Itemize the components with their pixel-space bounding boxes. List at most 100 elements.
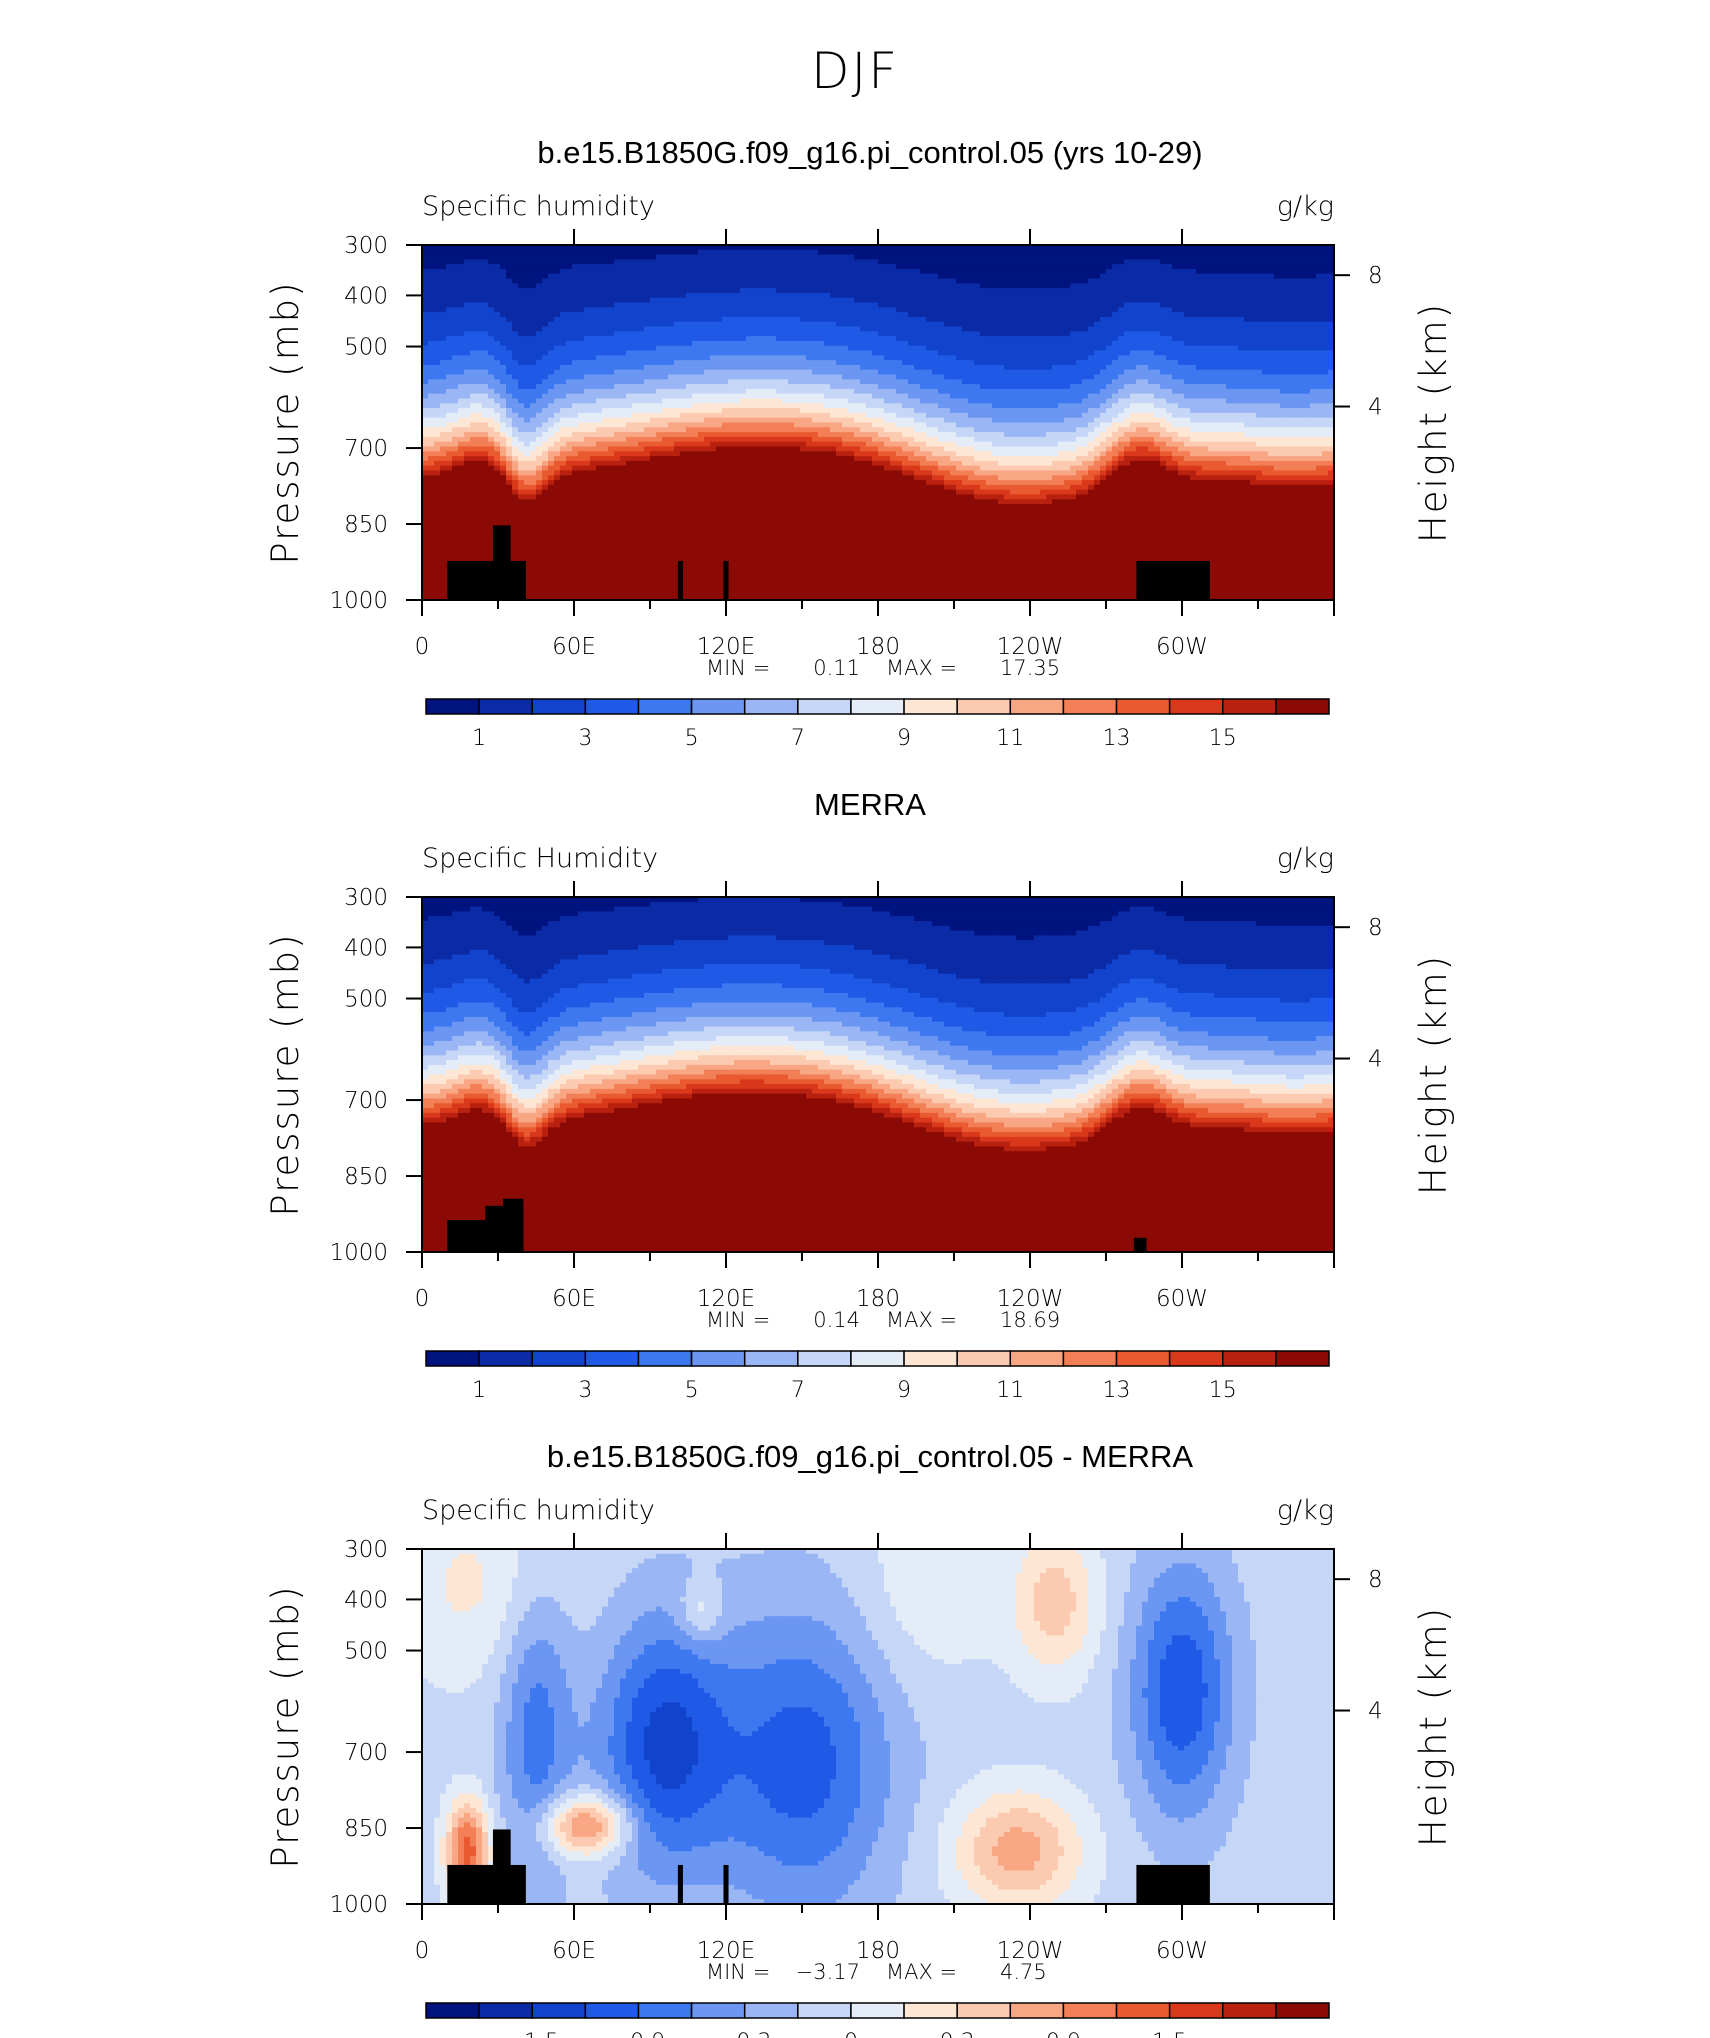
colorbar-box [478, 698, 533, 715]
units-label: g/kg [1277, 191, 1334, 222]
colorbar-box [1009, 2002, 1065, 2019]
colorbar-label: 15 [1209, 1378, 1237, 1403]
y-tick-label: 700 [344, 436, 388, 462]
min-value: −3.17 [796, 1960, 860, 1984]
y-axis-title: Pressure (mb) [264, 280, 307, 564]
colorbar-box [797, 2002, 852, 2019]
colorbar-box [690, 2002, 746, 2019]
colorbar-box [584, 1350, 640, 1367]
y-tick-label: 700 [344, 1088, 388, 1114]
colorbar-box [1009, 698, 1065, 715]
y-right-tick-label: 4 [1368, 1699, 1383, 1725]
y-right-tick-label: 8 [1368, 915, 1383, 941]
colorbar-box [425, 2002, 480, 2019]
y-right-tick-label: 8 [1368, 1567, 1383, 1593]
colorbar-label: 9 [897, 1378, 911, 1403]
colorbar-box [478, 1350, 533, 1367]
colorbar-box [425, 1350, 480, 1367]
colorbar-box [743, 1350, 799, 1367]
min-label: MIN = [706, 1308, 770, 1332]
y-tick-label: 850 [344, 1164, 388, 1190]
contour-field [422, 1549, 1335, 1905]
colorbar-box [637, 2002, 693, 2019]
colorbar-box [956, 1350, 1012, 1367]
x-tick-label: 120E [697, 634, 755, 660]
max-label: MAX = [886, 1960, 957, 1984]
topography-mask [447, 525, 1210, 600]
colorbar-label: 1 [472, 726, 486, 751]
x-tick-label: 180 [856, 1286, 900, 1312]
colorbar-label: −0.3 [718, 2030, 771, 2038]
panel-title: b.e15.B1850G.f09_g16.pi_control.05 - MER… [547, 1439, 1194, 1474]
x-tick-label: 60W [1156, 1938, 1208, 1964]
y-tick-label: 300 [344, 1537, 388, 1563]
colorbar-box [1275, 2002, 1330, 2019]
y-tick-label: 400 [344, 1587, 388, 1613]
colorbar-box [903, 698, 958, 715]
colorbar-box [797, 698, 852, 715]
x-tick-label: 0 [415, 1938, 430, 1964]
x-tick-label: 180 [856, 1938, 900, 1964]
y-right-axis-title: Height (km) [1412, 1606, 1455, 1847]
contour-field [422, 897, 1335, 1253]
y-tick-label: 1000 [329, 1240, 388, 1266]
y-tick-label: 400 [344, 283, 388, 309]
y-right-tick-label: 4 [1368, 1047, 1383, 1073]
variable-label: Specific Humidity [422, 843, 658, 874]
max-label: MAX = [886, 656, 957, 680]
colorbar-box [425, 698, 480, 715]
colorbar-box [690, 698, 746, 715]
colorbar-box [743, 2002, 799, 2019]
colorbar-label: 7 [791, 1378, 805, 1403]
x-tick-label: 60E [552, 634, 596, 660]
colorbar-box [531, 698, 587, 715]
colorbar-box [1115, 1350, 1171, 1367]
x-tick-label: 0 [415, 1286, 430, 1312]
x-tick-label: 120E [697, 1938, 755, 1964]
y-tick-label: 700 [344, 1740, 388, 1766]
variable-label: Specific humidity [422, 191, 655, 222]
colorbar: −1.5 −0.9 −0.3 0 0.3 0.9 1.5 [425, 2002, 1330, 2038]
y-axis-title: Pressure (mb) [264, 932, 307, 1216]
colorbar-box [797, 1350, 852, 1367]
colorbar-box [1222, 1350, 1277, 1367]
colorbar-box [1168, 698, 1224, 715]
colorbar-box [1115, 698, 1171, 715]
colorbar-box [1168, 1350, 1224, 1367]
colorbar-box [1222, 2002, 1277, 2019]
colorbar-label: 3 [578, 726, 592, 751]
min-label: MIN = [706, 656, 770, 680]
colorbar-label: 1 [472, 1378, 486, 1403]
y-right-tick-label: 4 [1368, 395, 1383, 421]
colorbar-box [1222, 698, 1277, 715]
y-right-axis-title: Height (km) [1412, 302, 1455, 543]
colorbar-label: −1.5 [506, 2030, 559, 2038]
colorbar-box [690, 1350, 746, 1367]
colorbar-label: 15 [1209, 726, 1237, 751]
colorbar: 1 3 5 7 9 11 13 15 [425, 698, 1330, 751]
y-tick-label: 1000 [329, 588, 388, 614]
colorbar-box [1275, 1350, 1330, 1367]
x-tick-label: 60W [1156, 1286, 1208, 1312]
y-right-tick-label: 8 [1368, 263, 1383, 289]
x-tick-label: 60W [1156, 634, 1208, 660]
colorbar-label: 7 [791, 726, 805, 751]
colorbar-label: 5 [685, 1378, 699, 1403]
topography-mask [447, 1198, 1147, 1252]
colorbar-label: −0.9 [612, 2030, 665, 2038]
y-tick-label: 300 [344, 233, 388, 259]
units-label: g/kg [1277, 843, 1334, 874]
colorbar-label: 13 [1103, 1378, 1131, 1403]
colorbar-box [850, 1350, 905, 1367]
max-value: 4.75 [1000, 1960, 1047, 1984]
colorbar-box [1115, 2002, 1171, 2019]
x-tick-label: 120W [997, 1286, 1064, 1312]
x-tick-label: 60E [552, 1286, 596, 1312]
colorbar-box [956, 2002, 1012, 2019]
x-tick-label: 0 [415, 634, 430, 660]
colorbar-box [1009, 1350, 1065, 1367]
colorbar: 1 3 5 7 9 11 13 15 [425, 1350, 1330, 1403]
colorbar-box [478, 2002, 533, 2019]
colorbar-label: 11 [996, 726, 1024, 751]
